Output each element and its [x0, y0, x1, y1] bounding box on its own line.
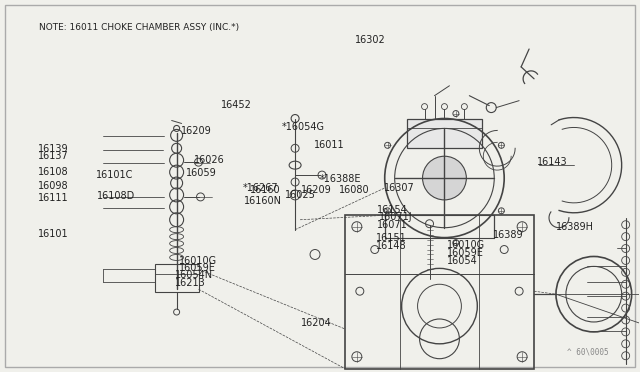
Text: 16160: 16160 — [250, 185, 280, 195]
Text: 16059E: 16059E — [179, 263, 216, 273]
Text: 16137: 16137 — [38, 151, 69, 161]
Text: 16160N: 16160N — [244, 196, 282, 206]
Text: 16148: 16148 — [376, 241, 406, 251]
Text: 16010G: 16010G — [179, 256, 217, 266]
Text: 16026: 16026 — [194, 155, 225, 165]
Text: *16267: *16267 — [243, 183, 278, 193]
Circle shape — [422, 156, 467, 200]
Text: 16071: 16071 — [378, 220, 408, 230]
Text: 16111: 16111 — [38, 193, 69, 203]
Text: 16209: 16209 — [301, 185, 332, 195]
Text: *16054G: *16054G — [282, 122, 324, 132]
Text: 16204: 16204 — [301, 318, 332, 328]
Text: 16389: 16389 — [493, 230, 524, 240]
Text: 16101C: 16101C — [96, 170, 133, 180]
Text: 16025: 16025 — [285, 190, 316, 200]
Text: 16143: 16143 — [537, 157, 567, 167]
Text: 16054N: 16054N — [175, 270, 213, 280]
Text: ^ 60\0005: ^ 60\0005 — [567, 348, 609, 357]
Bar — [345, 215, 534, 369]
Text: 16151: 16151 — [376, 233, 407, 243]
Bar — [406, 119, 483, 148]
Text: 16098: 16098 — [38, 181, 69, 191]
Text: 16389H: 16389H — [556, 222, 594, 232]
Text: 16054: 16054 — [447, 256, 478, 266]
Bar — [155, 264, 198, 292]
Text: 16011: 16011 — [314, 140, 344, 150]
Text: 16302: 16302 — [355, 35, 386, 45]
Text: 16452: 16452 — [221, 100, 252, 110]
Text: 16059E: 16059E — [447, 248, 484, 258]
Text: 16071J: 16071J — [379, 212, 412, 222]
Text: 16209: 16209 — [181, 126, 212, 136]
Text: 16154: 16154 — [378, 205, 408, 215]
Text: NOTE: 16011 CHOKE CHAMBER ASSY (INC.*): NOTE: 16011 CHOKE CHAMBER ASSY (INC.*) — [39, 23, 239, 32]
Text: *16388E: *16388E — [320, 174, 362, 184]
Text: 16108D: 16108D — [97, 191, 135, 201]
Text: 16059: 16059 — [186, 168, 217, 178]
Text: 16139: 16139 — [38, 144, 69, 154]
Text: 16101: 16101 — [38, 229, 69, 239]
Text: 16307: 16307 — [384, 183, 415, 193]
Text: 16080: 16080 — [339, 185, 370, 195]
Text: 16108: 16108 — [38, 167, 69, 177]
Text: 16213: 16213 — [175, 278, 205, 288]
Text: 16010G: 16010G — [447, 240, 486, 250]
